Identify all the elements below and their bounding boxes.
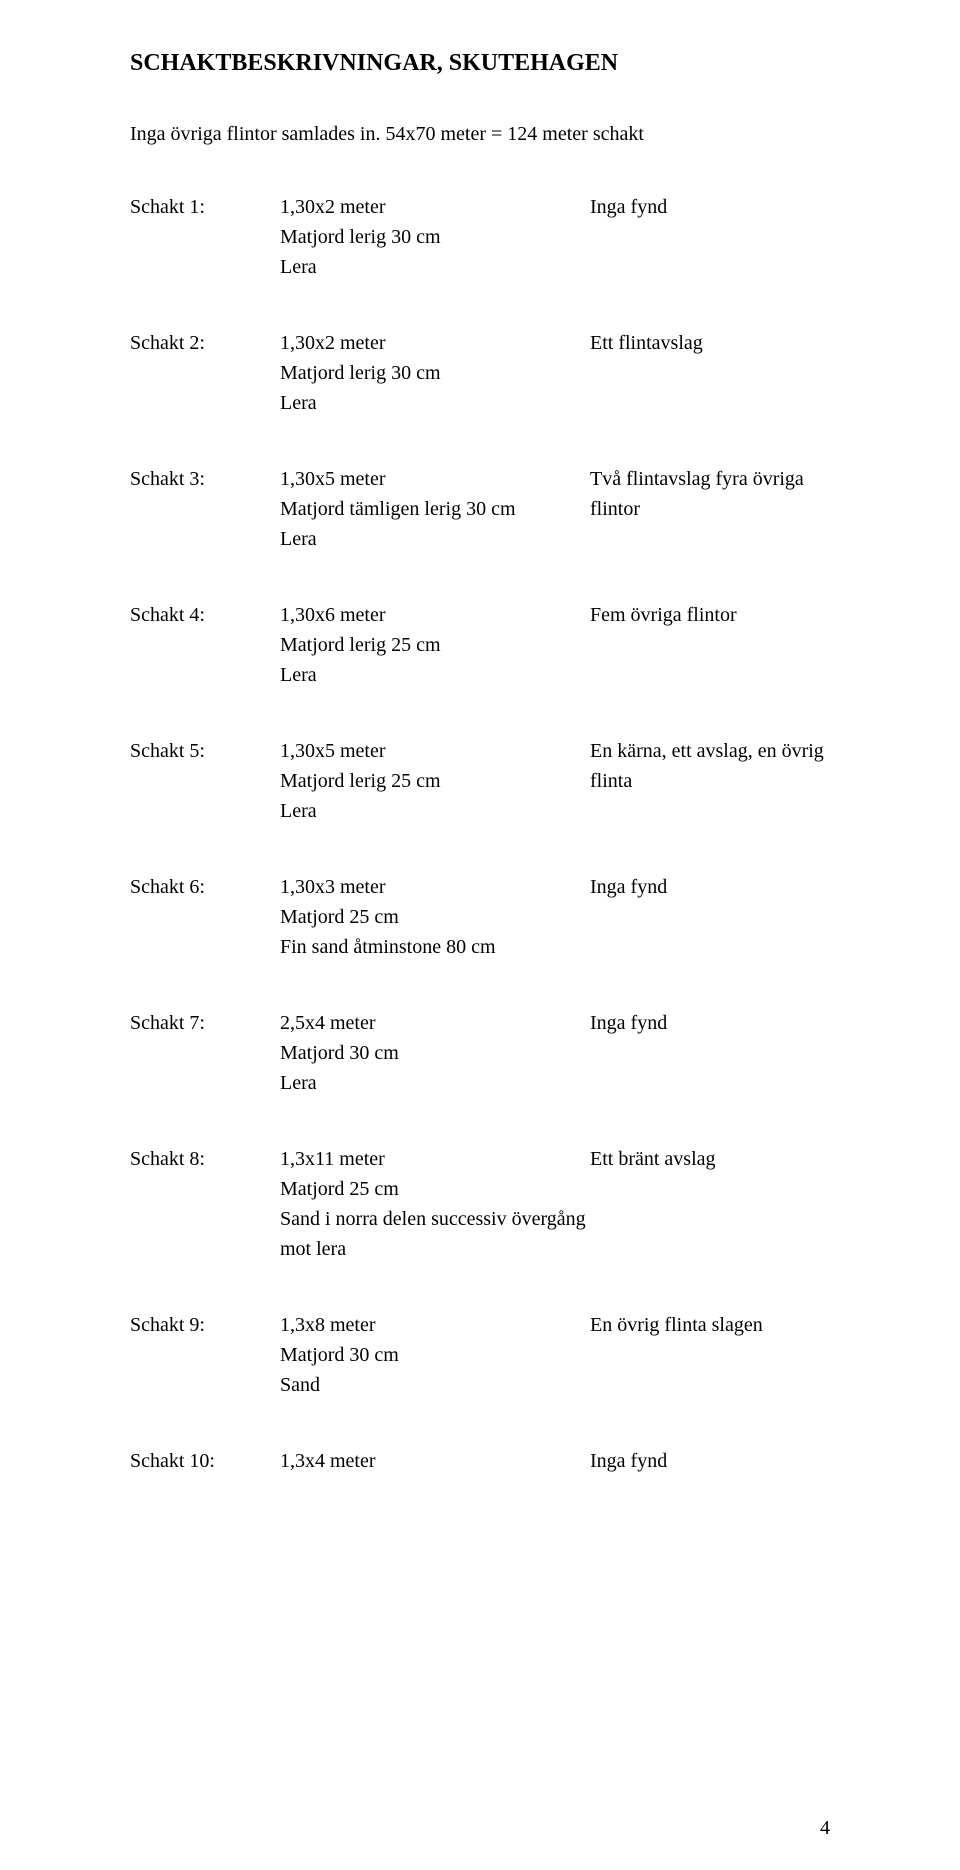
schakt-label: Schakt 1: xyxy=(130,192,280,222)
schakt-description-line: Matjord lerig 30 cm xyxy=(280,358,590,388)
schakt-note: En övrig flinta slagen xyxy=(590,1310,830,1340)
schakt-block: Schakt 2:1,30x2 meterMatjord lerig 30 cm… xyxy=(130,328,830,418)
schakt-description-line: Fin sand åtminstone 80 cm xyxy=(280,932,590,962)
schakt-note: Två flintavslag fyra övriga flintor xyxy=(590,464,830,524)
schakt-description-line: 1,30x3 meter xyxy=(280,872,590,902)
schakt-description-line: Matjord 30 cm xyxy=(280,1038,590,1068)
schakt-description-line: Matjord 25 cm xyxy=(280,1174,590,1204)
schakt-description-line: 1,30x6 meter xyxy=(280,600,590,630)
schakt-note: Inga fynd xyxy=(590,1008,830,1038)
schakt-label: Schakt 6: xyxy=(130,872,280,902)
schakt-list: Schakt 1:1,30x2 meterMatjord lerig 30 cm… xyxy=(130,192,830,1476)
intro-text: Inga övriga flintor samlades in. 54x70 m… xyxy=(130,123,830,146)
schakt-description-line: Lera xyxy=(280,1068,590,1098)
schakt-description-line: Lera xyxy=(280,252,590,282)
schakt-description-line: Matjord lerig 25 cm xyxy=(280,766,590,796)
schakt-description: 1,3x4 meter xyxy=(280,1446,590,1476)
schakt-label: Schakt 5: xyxy=(130,736,280,766)
schakt-description: 1,30x3 meterMatjord 25 cmFin sand åtmins… xyxy=(280,872,590,962)
schakt-description: 1,30x6 meterMatjord lerig 25 cmLera xyxy=(280,600,590,690)
page: SCHAKTBESKRIVNINGAR, SKUTEHAGEN Inga övr… xyxy=(0,0,960,1870)
schakt-label: Schakt 7: xyxy=(130,1008,280,1038)
schakt-description-line: Matjord 30 cm xyxy=(280,1340,590,1370)
schakt-block: Schakt 8:1,3x11 meterMatjord 25 cmSand i… xyxy=(130,1144,830,1264)
schakt-note: Ett bränt avslag xyxy=(590,1144,830,1174)
schakt-note: Inga fynd xyxy=(590,192,830,222)
schakt-note: Ett flintavslag xyxy=(590,328,830,358)
schakt-description-line: 1,3x8 meter xyxy=(280,1310,590,1340)
schakt-block: Schakt 6:1,30x3 meterMatjord 25 cmFin sa… xyxy=(130,872,830,962)
schakt-label: Schakt 2: xyxy=(130,328,280,358)
schakt-label: Schakt 3: xyxy=(130,464,280,494)
schakt-block: Schakt 3:1,30x5 meterMatjord tämligen le… xyxy=(130,464,830,554)
schakt-description-line: Matjord lerig 25 cm xyxy=(280,630,590,660)
schakt-label: Schakt 4: xyxy=(130,600,280,630)
schakt-description: 1,30x5 meterMatjord lerig 25 cmLera xyxy=(280,736,590,826)
schakt-description-line: 1,30x5 meter xyxy=(280,464,590,494)
schakt-block: Schakt 7:2,5x4 meterMatjord 30 cmLeraIng… xyxy=(130,1008,830,1098)
schakt-description: 1,30x5 meterMatjord tämligen lerig 30 cm… xyxy=(280,464,590,554)
schakt-description: 1,30x2 meterMatjord lerig 30 cmLera xyxy=(280,328,590,418)
schakt-description: 1,3x11 meterMatjord 25 cmSand i norra de… xyxy=(280,1144,590,1264)
schakt-description-line: Matjord 25 cm xyxy=(280,902,590,932)
schakt-description-line: 1,3x4 meter xyxy=(280,1446,590,1476)
schakt-description: 1,30x2 meterMatjord lerig 30 cmLera xyxy=(280,192,590,282)
schakt-description-line: 2,5x4 meter xyxy=(280,1008,590,1038)
schakt-label: Schakt 10: xyxy=(130,1446,280,1476)
schakt-description-line: Matjord lerig 30 cm xyxy=(280,222,590,252)
schakt-block: Schakt 10:1,3x4 meterInga fynd xyxy=(130,1446,830,1476)
schakt-note: Inga fynd xyxy=(590,1446,830,1476)
schakt-description: 1,3x8 meterMatjord 30 cmSand xyxy=(280,1310,590,1400)
schakt-note: En kärna, ett avslag, en övrig flinta xyxy=(590,736,830,796)
schakt-label: Schakt 8: xyxy=(130,1144,280,1174)
schakt-description-line: 1,3x11 meter xyxy=(280,1144,590,1174)
schakt-label: Schakt 9: xyxy=(130,1310,280,1340)
page-number: 4 xyxy=(820,1817,830,1840)
schakt-block: Schakt 1:1,30x2 meterMatjord lerig 30 cm… xyxy=(130,192,830,282)
schakt-description-line: Lera xyxy=(280,660,590,690)
schakt-description-line: Lera xyxy=(280,796,590,826)
schakt-description: 2,5x4 meterMatjord 30 cmLera xyxy=(280,1008,590,1098)
schakt-description-line: Sand xyxy=(280,1370,590,1400)
schakt-description-line: 1,30x2 meter xyxy=(280,192,590,222)
schakt-description-line: 1,30x5 meter xyxy=(280,736,590,766)
schakt-block: Schakt 9:1,3x8 meterMatjord 30 cmSandEn … xyxy=(130,1310,830,1400)
page-title: SCHAKTBESKRIVNINGAR, SKUTEHAGEN xyxy=(130,50,830,77)
schakt-note: Fem övriga flintor xyxy=(590,600,830,630)
schakt-block: Schakt 5:1,30x5 meterMatjord lerig 25 cm… xyxy=(130,736,830,826)
schakt-description-line: Sand i norra delen successiv övergång mo… xyxy=(280,1204,590,1264)
schakt-note: Inga fynd xyxy=(590,872,830,902)
schakt-description-line: Lera xyxy=(280,388,590,418)
schakt-block: Schakt 4:1,30x6 meterMatjord lerig 25 cm… xyxy=(130,600,830,690)
schakt-description-line: Lera xyxy=(280,524,590,554)
schakt-description-line: Matjord tämligen lerig 30 cm xyxy=(280,494,590,524)
schakt-description-line: 1,30x2 meter xyxy=(280,328,590,358)
